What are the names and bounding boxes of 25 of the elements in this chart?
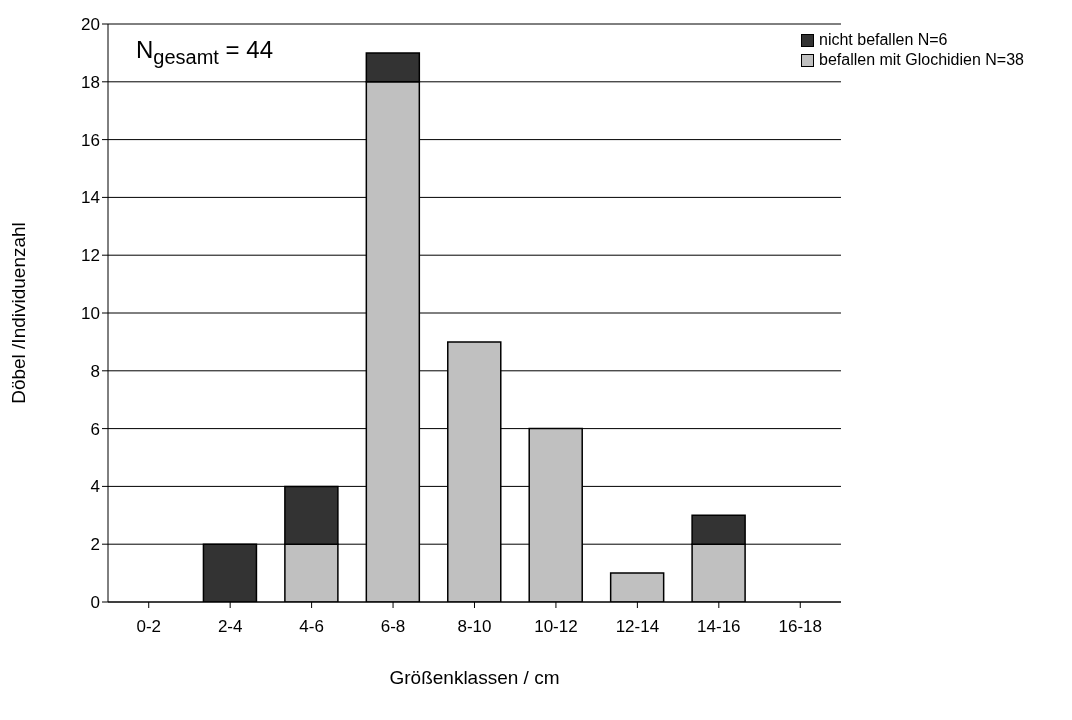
legend-label: nicht befallen N=6: [818, 30, 948, 50]
y-tick-label: 18: [81, 72, 100, 92]
x-tick-label: 10-12: [534, 617, 578, 637]
y-tick-label: 14: [81, 188, 100, 208]
x-tick-label: 0-2: [136, 617, 162, 637]
y-tick-label: 10: [81, 304, 100, 324]
x-tick-label: 16-18: [778, 617, 823, 637]
x-tick-label: 2-4: [217, 617, 243, 637]
x-tick-label: 4-6: [299, 617, 324, 637]
annotation: N$_{gesamt}$ = 44: [132, 36, 277, 69]
y-tick-label: 0: [90, 593, 100, 613]
x-axis-title: Größenklassen / cm: [389, 667, 560, 688]
y-tick-label: 16: [81, 130, 100, 150]
y-tick-label: 20: [81, 15, 100, 35]
x-tick-label: 6-8: [380, 617, 406, 637]
y-tick-label: 12: [81, 246, 100, 266]
x-tick-label: 8-10: [457, 617, 492, 637]
y-tick-label: 6: [90, 419, 100, 439]
y-tick-label: 4: [90, 477, 100, 497]
legend-label: befallen mit Glochidien N=38: [818, 50, 1024, 70]
x-tick-label: 12-14: [615, 617, 660, 637]
y-tick-label: 8: [90, 361, 100, 381]
x-tick-label: 14-16: [697, 617, 741, 637]
y-tick-label: 2: [90, 535, 100, 555]
y-axis-title: Döbel /Individuenzahl: [7, 222, 29, 404]
